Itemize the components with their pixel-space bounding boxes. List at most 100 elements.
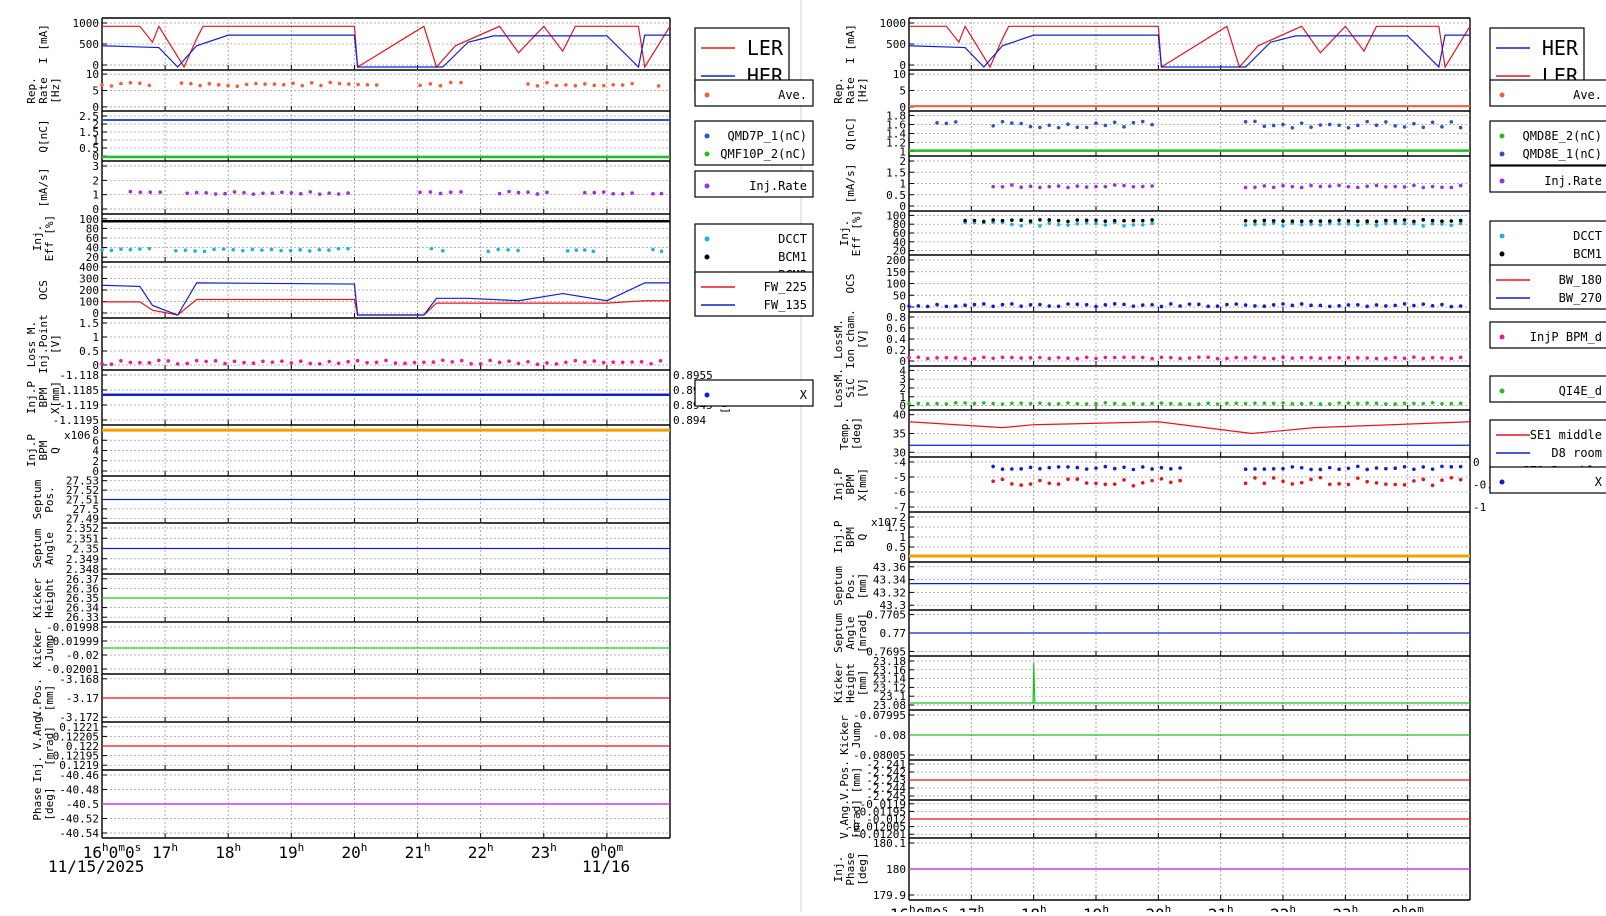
left-ylabel: BPM bbox=[37, 387, 50, 407]
right-ytick-label: 150 bbox=[886, 266, 906, 279]
time-hour: 20 bbox=[1145, 905, 1164, 912]
left-series-injrate bbox=[308, 190, 313, 194]
right-series-qmd8e1 bbox=[1402, 125, 1407, 129]
left-ytick-label: 0 bbox=[92, 359, 99, 372]
right-series-bw270 bbox=[1384, 304, 1388, 308]
right-series-injrate bbox=[1243, 185, 1248, 190]
right-series-bcm1 bbox=[1262, 218, 1267, 223]
left-series-ave bbox=[235, 84, 240, 89]
right-series-qi4e bbox=[982, 401, 986, 405]
left-series-injrate bbox=[611, 191, 615, 196]
right-series-bpmx-x bbox=[1458, 464, 1463, 469]
right-series-qi4e bbox=[916, 401, 921, 406]
right-legend-swatch bbox=[1499, 133, 1505, 139]
right-series-bpmx-x bbox=[1028, 465, 1033, 470]
left-legend-bpmx: X bbox=[694, 379, 814, 407]
right-series-qi4e bbox=[1234, 401, 1239, 406]
left-series-lossm bbox=[185, 361, 189, 366]
right-series-kickh bbox=[909, 662, 1470, 704]
right-series-bw270 bbox=[1430, 303, 1435, 308]
right-series-bw270 bbox=[1047, 304, 1052, 308]
right-series-injrate bbox=[1112, 183, 1117, 187]
left-ytick-label: 26.37 bbox=[66, 573, 99, 586]
right-series-qmd8e1 bbox=[1327, 122, 1332, 127]
right-series-injrate bbox=[1019, 185, 1023, 190]
right-series-injp bbox=[1178, 356, 1182, 361]
left-series-lossm bbox=[280, 359, 284, 363]
right-ylabel: [Hz] bbox=[856, 77, 869, 104]
right-series-qmd8e1 bbox=[1010, 121, 1014, 125]
right-series-bpmx-y bbox=[1262, 481, 1267, 486]
right-series-bcm1 bbox=[1056, 218, 1061, 223]
left-ylabel: Loss M. bbox=[25, 321, 38, 367]
right-series-bpmx-x bbox=[1374, 466, 1379, 470]
right-series-qi4e bbox=[1374, 401, 1379, 406]
left-series-lossm bbox=[649, 361, 653, 366]
right-series-bw270 bbox=[963, 303, 967, 308]
left-series-lossm bbox=[270, 360, 275, 364]
left-series-injrate bbox=[507, 189, 511, 194]
right-ytick-label: 0.6 bbox=[886, 322, 906, 335]
right-series-injp bbox=[1356, 356, 1360, 360]
right-series-bpmx-y bbox=[1384, 482, 1388, 486]
time-unit: h bbox=[1401, 903, 1408, 912]
right-ytick-label: -0.012 bbox=[866, 813, 906, 826]
right-ytick-label: 0.5 bbox=[886, 541, 906, 554]
left-ytick-label: 2.348 bbox=[66, 563, 99, 576]
right-series-bw270 bbox=[1225, 302, 1229, 307]
left-ytick-label: -40.5 bbox=[66, 798, 99, 811]
left-series-dcct bbox=[109, 248, 114, 253]
left-time-label: 18h bbox=[215, 841, 241, 862]
right-series-bw270 bbox=[944, 304, 949, 309]
right-ylabel: Pos. bbox=[844, 573, 857, 600]
left-series-lossm bbox=[232, 359, 237, 364]
right-series-qmd8e1 bbox=[1356, 123, 1360, 128]
left-ytick-label: 200 bbox=[79, 284, 99, 297]
time-hour: 16 bbox=[83, 843, 102, 862]
right-series-bw270 bbox=[1262, 304, 1267, 309]
right-legend-box bbox=[1489, 165, 1606, 193]
left-series-ave bbox=[319, 83, 323, 88]
right-series-injrate bbox=[1309, 183, 1313, 188]
right-series-injrate bbox=[1356, 185, 1360, 190]
left-time-label: 22h bbox=[468, 841, 494, 862]
time-hour: 17 bbox=[958, 905, 977, 912]
right-legend-box bbox=[1489, 264, 1606, 310]
right-ylabel: Septum bbox=[832, 613, 845, 653]
right-ytick-label: 4 bbox=[899, 364, 906, 377]
right-series-qi4e bbox=[991, 401, 995, 406]
right-series-injrate bbox=[1337, 183, 1341, 188]
right-ytick-label: 1.5 bbox=[886, 166, 906, 179]
right-series-bcm1 bbox=[1075, 218, 1080, 222]
right-series-injp bbox=[1412, 355, 1416, 359]
right-series-bcm1 bbox=[1346, 219, 1351, 223]
right-series-bpmx-x bbox=[1299, 466, 1304, 470]
right-series-bpmx-x bbox=[1169, 467, 1173, 471]
left-ylabel: Q[nC] bbox=[37, 119, 50, 152]
left-series-lossm bbox=[355, 358, 360, 363]
right-series-bw270 bbox=[991, 304, 995, 309]
right-series-bcm1 bbox=[1150, 218, 1154, 222]
right-series-bpmx-y bbox=[1440, 478, 1444, 483]
right-ytick-label: -7 bbox=[893, 501, 906, 514]
right-series-bcm1 bbox=[1421, 218, 1426, 222]
left-series-ave bbox=[254, 81, 258, 86]
left-ytick-label: 26.33 bbox=[66, 611, 99, 624]
left-ytick-label: 10 bbox=[86, 68, 99, 81]
left-series-dcct bbox=[269, 247, 274, 252]
right-legend-label: HER bbox=[1542, 36, 1579, 60]
left-ytick-label: 20 bbox=[86, 251, 99, 264]
left-series-ave bbox=[564, 83, 568, 87]
right-series-qmd8e1 bbox=[1449, 120, 1454, 124]
right-series-qi4e bbox=[1215, 402, 1220, 406]
time-hour: 19 bbox=[1083, 905, 1102, 912]
left-series-dcct bbox=[212, 247, 216, 252]
right-series-injrate bbox=[1299, 185, 1304, 190]
left-series-injrate bbox=[459, 190, 463, 194]
right-series-qmd8e1 bbox=[1066, 122, 1070, 127]
right-series-qi4e bbox=[1365, 401, 1369, 405]
right-series-qi4e bbox=[1412, 401, 1416, 406]
left-series-injrate bbox=[497, 191, 502, 196]
